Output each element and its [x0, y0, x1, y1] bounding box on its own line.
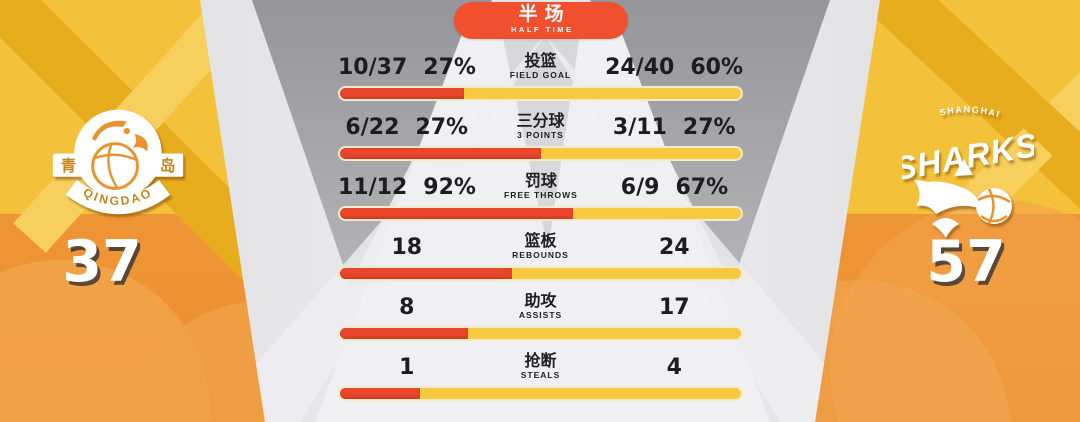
- home-stat-value: 10/37 27%: [338, 55, 476, 80]
- away-stat-value: 6/9 67%: [606, 175, 743, 200]
- home-stat-value: 11/12 92%: [338, 175, 476, 200]
- stat-comparison-bar: [338, 326, 743, 341]
- away-pct: 60%: [690, 54, 743, 80]
- stat-comparison-bar: [338, 386, 743, 401]
- home-stat-value: 6/22 27%: [338, 115, 476, 140]
- home-stat-value: 1: [338, 355, 476, 380]
- away-value: 4: [666, 354, 682, 380]
- stat-label: 三分球 3 POINTS: [476, 113, 606, 141]
- away-team-score: 57: [926, 229, 1006, 295]
- away-logo-city-text: SHANGHAI: [939, 104, 1001, 119]
- home-team-score: 37: [62, 229, 142, 295]
- home-logo-char-right: 岛: [160, 156, 176, 175]
- home-value: 18: [391, 234, 423, 260]
- stat-row: 6/22 27% 三分球 3 POINTS 3/11 27%: [338, 110, 743, 170]
- bar-home-fill: [340, 208, 573, 219]
- stat-label-en: REBOUNDS: [512, 250, 569, 260]
- stat-label-en: STEALS: [520, 370, 561, 380]
- home-value: 6/22: [345, 114, 400, 140]
- stat-comparison-bar: [338, 266, 743, 281]
- stat-label-en: 3 POINTS: [517, 130, 564, 140]
- stat-comparison-bar: [338, 86, 743, 101]
- away-stat-value: 17: [606, 295, 744, 320]
- home-logo-char-left: 青: [61, 156, 77, 175]
- stat-label-en: ASSISTS: [518, 310, 563, 320]
- stat-label: 投篮 FIELD GOAL: [476, 53, 605, 81]
- halftime-label-cn: 半场: [518, 4, 571, 25]
- home-value: 10/37: [338, 54, 408, 80]
- home-pct: 27%: [415, 114, 469, 140]
- stat-label-cn: 三分球: [516, 113, 565, 130]
- home-pct: 92%: [423, 174, 476, 200]
- halftime-label-en: HALF TIME: [511, 25, 574, 34]
- home-stat-value: 8: [338, 295, 476, 320]
- stat-label: 罚球 FREE THROWS: [476, 173, 606, 201]
- away-logo-wordmark: SHARKS: [902, 126, 1034, 188]
- stat-label-en: FREE THROWS: [504, 190, 578, 200]
- stat-row: 10/37 27% 投篮 FIELD GOAL 24/40 60%: [338, 50, 743, 110]
- bar-home-fill: [340, 88, 465, 99]
- bar-home-fill: [340, 148, 541, 159]
- bar-home-fill: [340, 268, 513, 279]
- away-stat-value: 4: [606, 355, 744, 380]
- away-value: 6/9: [620, 174, 660, 200]
- away-value: 24: [658, 234, 690, 260]
- stat-label-en: FIELD GOAL: [509, 70, 572, 80]
- away-team-logo-shanghai-sharks-icon: SHANGHAI SHARKS: [902, 104, 1034, 238]
- stats-rows: 10/37 27% 投篮 FIELD GOAL 24/40 60% 6/22 27% …: [338, 50, 743, 410]
- home-team-logo-qingdao-eagles-icon: 青 岛 QINGDAO: [52, 109, 184, 240]
- home-stat-value: 18: [338, 235, 476, 260]
- stat-label: 助攻 ASSISTS: [476, 293, 606, 321]
- stat-row: 1 抢断 STEALS 4: [338, 350, 743, 410]
- stat-label-cn: 罚球: [524, 173, 557, 190]
- bar-home-fill: [340, 328, 469, 339]
- stat-label: 篮板 REBOUNDS: [476, 233, 606, 261]
- away-value: 24/40: [605, 54, 675, 80]
- away-stat-value: 3/11 27%: [606, 115, 744, 140]
- away-value: 17: [658, 294, 690, 320]
- stat-comparison-bar: [338, 206, 743, 221]
- home-value: 11/12: [338, 174, 408, 200]
- stat-row: 18 篮板 REBOUNDS 24: [338, 230, 743, 290]
- home-value: 1: [399, 354, 415, 380]
- stat-label-cn: 投篮: [524, 53, 557, 70]
- away-pct: 27%: [682, 114, 736, 140]
- away-stat-value: 24/40 60%: [605, 55, 743, 80]
- stat-label: 抢断 STEALS: [476, 353, 606, 381]
- bar-home-fill: [340, 388, 421, 399]
- stat-label-cn: 助攻: [524, 293, 557, 310]
- home-pct: 27%: [423, 54, 476, 80]
- halftime-badge: 半场 HALF TIME: [454, 2, 628, 39]
- stat-row: 11/12 92% 罚球 FREE THROWS 6/9 67%: [338, 170, 743, 230]
- stat-comparison-bar: [338, 146, 743, 161]
- home-value: 8: [399, 294, 415, 320]
- svg-text:SHANGHAI: SHANGHAI: [939, 104, 1002, 119]
- away-value: 3/11: [612, 114, 667, 140]
- stat-label-cn: 抢断: [524, 353, 557, 370]
- stat-label-cn: 篮板: [524, 233, 557, 250]
- away-pct: 67%: [675, 174, 729, 200]
- away-stat-value: 24: [606, 235, 744, 260]
- stat-row: 8 助攻 ASSISTS 17: [338, 290, 743, 350]
